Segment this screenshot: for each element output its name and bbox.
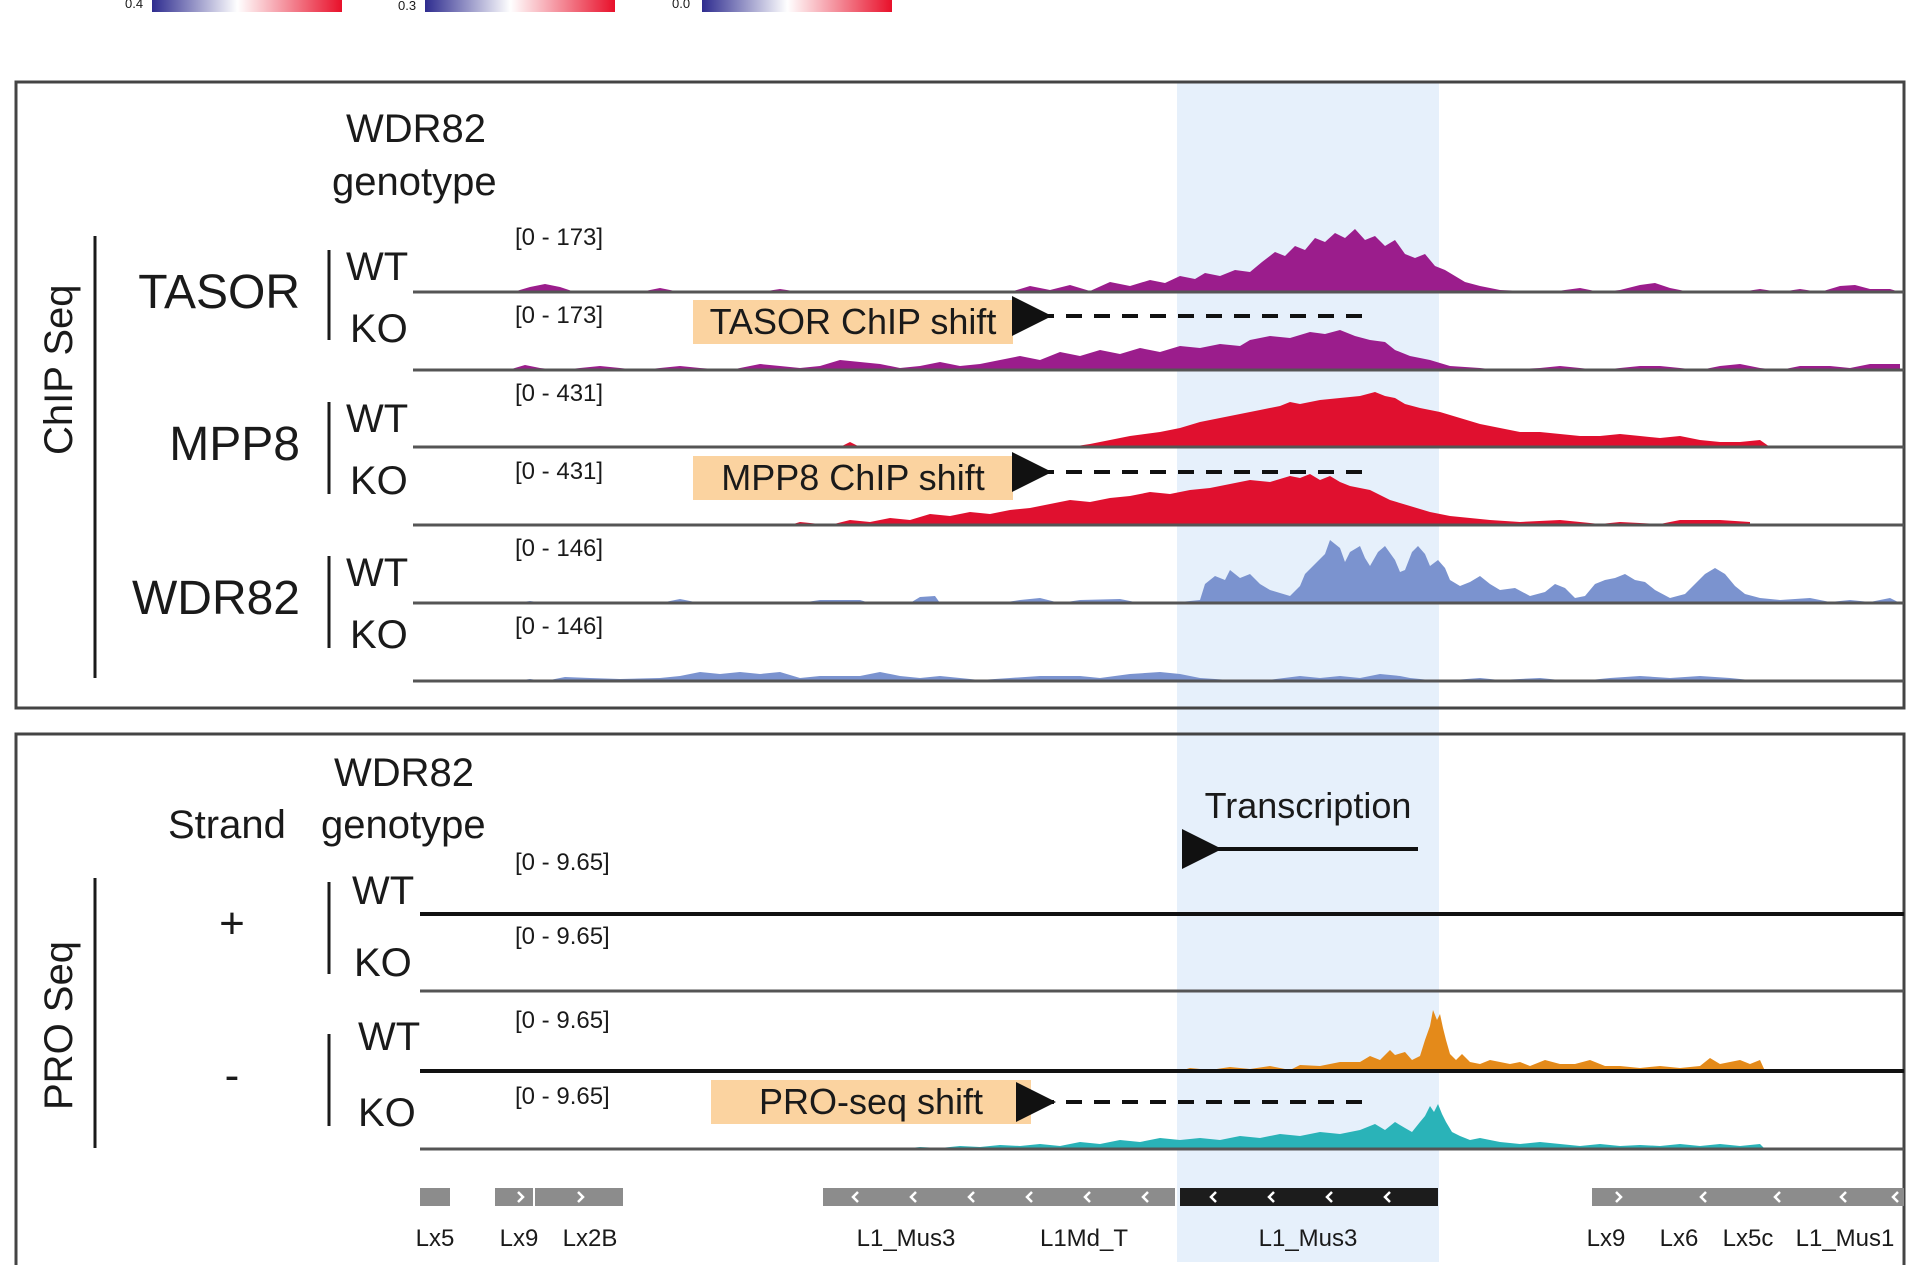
te-label-lx5c: Lx5c xyxy=(1723,1225,1774,1252)
te-label-lx5: Lx5 xyxy=(416,1225,455,1252)
transcription-label: Transcription xyxy=(1205,785,1412,826)
pro-minus-wt-label: WT xyxy=(358,1015,420,1059)
chip-genotype-header-1: WDR82 xyxy=(346,107,486,151)
colorbar-1 xyxy=(152,0,342,12)
te-label-l1-mus3-b: L1_Mus3 xyxy=(1259,1225,1358,1252)
pro-genotype-header-1: WDR82 xyxy=(334,751,474,795)
range-mpp8-ko: [0 - 431] xyxy=(515,458,603,485)
range-wdr82-ko: [0 - 146] xyxy=(515,613,603,640)
pro-shift-box xyxy=(711,1080,1031,1124)
te-lx5 xyxy=(420,1188,450,1206)
mpp8-ko-label: KO xyxy=(350,459,408,503)
repeat-annotation-track: Lx5 Lx9 Lx2B L1_Mus3 L1Md_T L1_Mus3 Lx9 … xyxy=(416,1188,1904,1252)
chip-genotype-header-2: genotype xyxy=(332,160,497,204)
pro-panel-border xyxy=(14,732,1906,1265)
colorbar-3 xyxy=(702,0,892,12)
wdr82-wt-label: WT xyxy=(346,551,408,595)
strand-plus-label: + xyxy=(219,899,245,948)
mpp8-wt-label: WT xyxy=(346,397,408,441)
group-label-wdr82: WDR82 xyxy=(132,572,300,625)
strand-header: Strand xyxy=(168,803,286,847)
track-wdr82-ko xyxy=(515,672,1840,681)
pro-plus-ko-label: KO xyxy=(354,941,412,985)
te-label-lx9-b: Lx9 xyxy=(1587,1225,1626,1252)
strand-chevrons xyxy=(517,1191,1899,1203)
te-lx9-l1-mus1 xyxy=(1592,1188,1904,1206)
wdr82-ko-label: KO xyxy=(350,613,408,657)
te-l1-mus3-highlight xyxy=(1180,1188,1438,1206)
pro-minus-ko-label: KO xyxy=(358,1091,416,1135)
mpp8-shift-label: MPP8 ChIP shift xyxy=(721,457,984,498)
te-label-l1-mus3-a: L1_Mus3 xyxy=(857,1225,956,1252)
te-lx2b xyxy=(535,1188,623,1206)
group-label-mpp8: MPP8 xyxy=(169,418,300,471)
range-pro-minus-ko: [0 - 9.65] xyxy=(515,1083,610,1110)
track-tasor-ko xyxy=(508,330,1900,370)
track-tasor-wt xyxy=(513,229,1900,292)
te-label-lx9: Lx9 xyxy=(500,1225,539,1252)
pro-genotype-header-2: genotype xyxy=(321,803,486,847)
tasor-wt-label: WT xyxy=(346,245,408,289)
range-tasor-ko: [0 - 173] xyxy=(515,302,603,329)
colorbar-tick-1: 0.4 xyxy=(125,0,143,11)
chip-assay-label: ChIP Seq xyxy=(37,285,81,456)
mpp8-shift-box xyxy=(693,456,1013,500)
te-lx9 xyxy=(495,1188,533,1206)
chip-panel-border xyxy=(14,80,1906,710)
tasor-shift-label: TASOR ChIP shift xyxy=(710,301,997,342)
te-label-lx2b: Lx2B xyxy=(563,1225,618,1252)
group-label-tasor: TASOR xyxy=(138,266,300,319)
track-pro-minus-ko xyxy=(900,1104,1765,1149)
te-label-lx6: Lx6 xyxy=(1660,1225,1699,1252)
range-mpp8-wt: [0 - 431] xyxy=(515,380,603,407)
range-pro-minus-wt: [0 - 9.65] xyxy=(515,1007,610,1034)
te-label-l1md-t: L1Md_T xyxy=(1040,1225,1128,1252)
tasor-ko-label: KO xyxy=(350,307,408,351)
colorbar-legend: 0.4 0.3 0.0 xyxy=(125,0,892,13)
colorbar-tick-3: 0.0 xyxy=(672,0,690,11)
range-pro-plus-ko: [0 - 9.65] xyxy=(515,923,610,950)
range-wdr82-wt: [0 - 146] xyxy=(515,535,603,562)
track-wdr82-wt xyxy=(515,540,1900,603)
tasor-shift-box xyxy=(693,300,1013,344)
range-pro-plus-wt: [0 - 9.65] xyxy=(515,849,610,876)
range-tasor-wt: [0 - 173] xyxy=(515,224,603,251)
pro-plus-wt-label: WT xyxy=(352,869,414,913)
track-pro-minus-wt xyxy=(1150,1010,1765,1071)
track-mpp8-wt xyxy=(840,392,1770,447)
pro-panel: PRO Seq Strand WDR82 genotype + - WT KO … xyxy=(14,732,1906,1265)
track-mpp8-ko xyxy=(790,474,1750,525)
chip-panel: ChIP Seq WDR82 genotype TASOR MPP8 WDR82… xyxy=(14,80,1906,710)
pro-shift-label: PRO-seq shift xyxy=(759,1081,983,1122)
strand-minus-label: - xyxy=(225,1051,240,1100)
te-label-l1-mus1: L1_Mus1 xyxy=(1796,1225,1895,1252)
pro-assay-label: PRO Seq xyxy=(37,941,81,1110)
colorbar-2 xyxy=(425,0,615,12)
te-l1-mus3-l1md-t xyxy=(823,1188,1175,1206)
colorbar-tick-2: 0.3 xyxy=(398,0,416,13)
